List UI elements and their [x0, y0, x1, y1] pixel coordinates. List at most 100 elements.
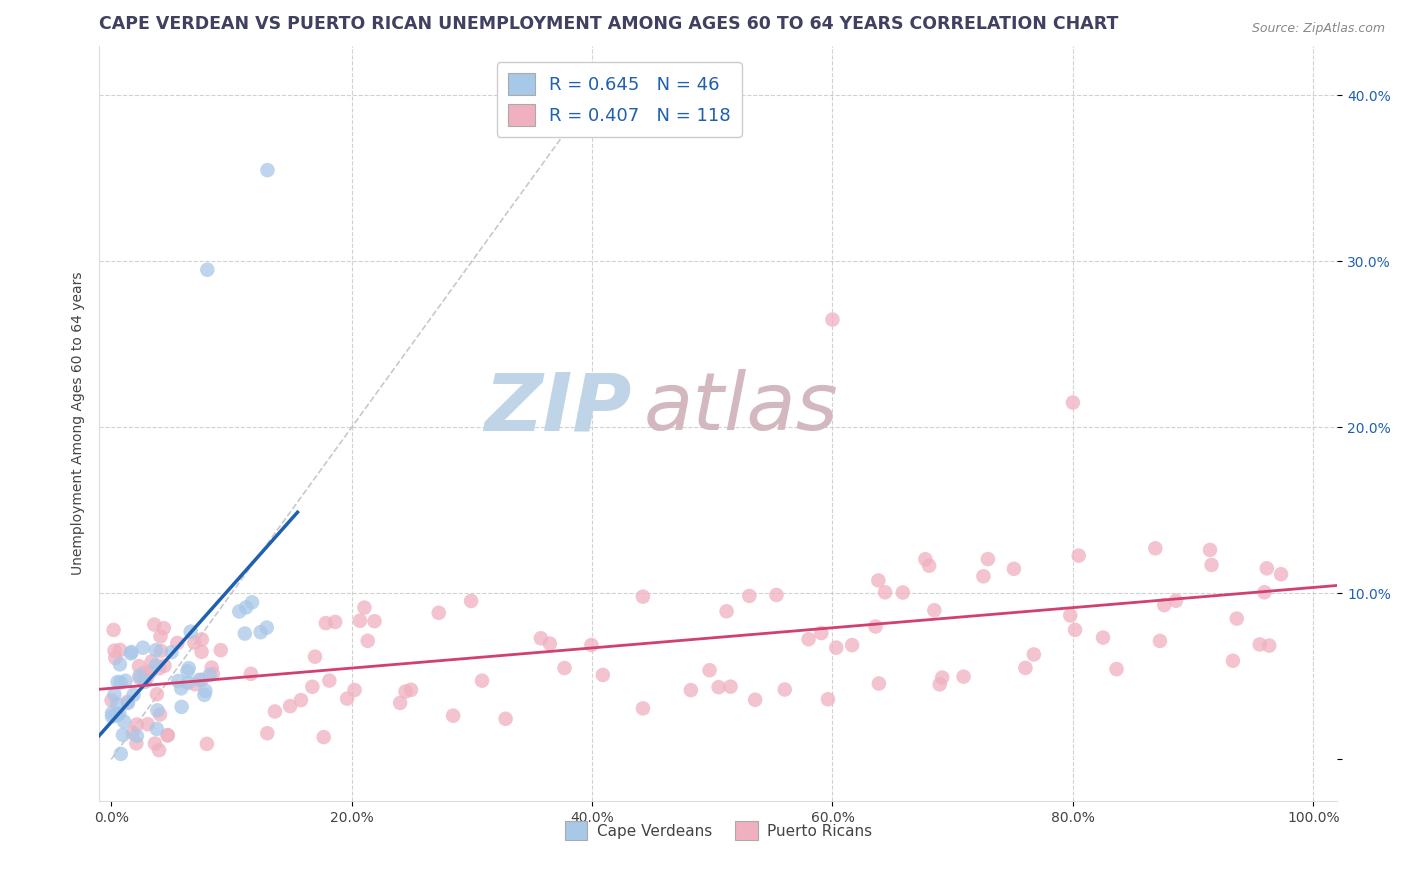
Text: CAPE VERDEAN VS PUERTO RICAN UNEMPLOYMENT AMONG AGES 60 TO 64 YEARS CORRELATION : CAPE VERDEAN VS PUERTO RICAN UNEMPLOYMEN…	[100, 15, 1119, 33]
Point	[1062, 395, 1084, 409]
Point	[865, 619, 887, 633]
Point	[1153, 598, 1175, 612]
Point	[105, 706, 128, 721]
Point	[136, 670, 159, 684]
Point	[194, 683, 217, 698]
Point	[105, 708, 128, 723]
Point	[817, 692, 839, 706]
Point	[1092, 631, 1115, 645]
Point	[249, 625, 271, 640]
Point	[190, 673, 212, 687]
Point	[148, 743, 170, 757]
Point	[153, 658, 176, 673]
Point	[101, 709, 124, 723]
Point	[166, 636, 188, 650]
Point	[149, 707, 172, 722]
Point	[716, 604, 738, 618]
Point	[530, 632, 553, 646]
Point	[592, 668, 614, 682]
Point	[1253, 585, 1275, 599]
Point	[1199, 543, 1222, 558]
Point	[188, 673, 211, 687]
Point	[128, 659, 150, 673]
Point	[128, 671, 150, 685]
Point	[357, 633, 380, 648]
Point	[145, 658, 167, 673]
Point	[810, 626, 832, 640]
Point	[1226, 611, 1249, 625]
Point	[121, 725, 143, 739]
Point	[112, 714, 135, 729]
Text: Source: ZipAtlas.com: Source: ZipAtlas.com	[1251, 22, 1385, 36]
Point	[738, 589, 761, 603]
Point	[1164, 594, 1187, 608]
Point	[156, 728, 179, 742]
Point	[180, 624, 202, 639]
Point	[110, 747, 132, 761]
Point	[103, 643, 125, 657]
Point	[343, 683, 366, 698]
Point	[304, 649, 326, 664]
Point	[146, 703, 169, 717]
Point	[427, 606, 450, 620]
Point	[1022, 648, 1045, 662]
Text: atlas: atlas	[644, 369, 839, 447]
Point	[120, 646, 142, 660]
Point	[315, 616, 337, 631]
Point	[167, 674, 190, 689]
Point	[190, 645, 212, 659]
Point	[1149, 634, 1171, 648]
Point	[183, 635, 205, 649]
Point	[256, 621, 278, 635]
Point	[235, 600, 257, 615]
Point	[170, 681, 193, 696]
Point	[239, 666, 262, 681]
Point	[353, 600, 375, 615]
Point	[952, 670, 974, 684]
Point	[195, 737, 218, 751]
Text: ZIP: ZIP	[484, 369, 631, 447]
Point	[868, 574, 890, 588]
Point	[201, 666, 224, 681]
Point	[125, 729, 148, 743]
Point	[198, 668, 221, 682]
Point	[149, 629, 172, 643]
Point	[394, 684, 416, 698]
Point	[495, 712, 517, 726]
Point	[891, 585, 914, 599]
Point	[209, 643, 232, 657]
Point	[1067, 549, 1090, 563]
Point	[145, 643, 167, 657]
Point	[256, 163, 278, 178]
Point	[100, 693, 122, 707]
Point	[193, 688, 215, 702]
Point	[1014, 661, 1036, 675]
Point	[110, 675, 132, 690]
Point	[825, 640, 848, 655]
Point	[105, 697, 128, 711]
Point	[177, 675, 200, 690]
Point	[290, 693, 312, 707]
Point	[101, 706, 124, 721]
Point	[399, 682, 422, 697]
Point	[108, 643, 131, 657]
Point	[977, 552, 1000, 566]
Point	[148, 661, 170, 675]
Point	[928, 677, 950, 691]
Point	[1144, 541, 1167, 556]
Point	[128, 669, 150, 683]
Point	[323, 615, 346, 629]
Point	[914, 552, 936, 566]
Point	[191, 632, 214, 647]
Point	[841, 638, 863, 652]
Point	[336, 691, 359, 706]
Point	[538, 637, 561, 651]
Point	[931, 671, 953, 685]
Point	[349, 614, 371, 628]
Point	[264, 705, 287, 719]
Point	[318, 673, 340, 688]
Point	[108, 657, 131, 672]
Point	[1201, 558, 1223, 572]
Point	[363, 614, 385, 628]
Point	[1249, 637, 1271, 651]
